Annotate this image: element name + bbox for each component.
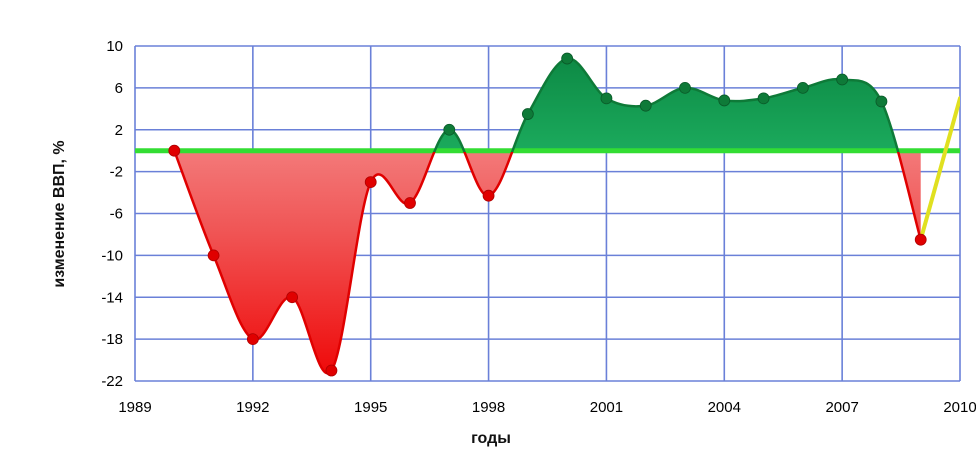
data-point — [679, 81, 691, 94]
growth-area — [174, 58, 921, 152]
data-point — [246, 333, 259, 346]
x-tick-label: 2001 — [590, 399, 623, 416]
x-tick-label: 1989 — [118, 399, 151, 416]
x-tick-label: 1992 — [236, 399, 269, 416]
x-tick-labels: 1989 1992 1995 1998 2001 2004 2007 2010 — [118, 399, 976, 416]
y-tick-label: -6 — [110, 206, 123, 223]
data-point — [600, 92, 613, 105]
data-point — [561, 52, 574, 65]
x-tick-label: 2007 — [825, 399, 858, 416]
y-tick-label: -2 — [110, 164, 123, 181]
data-point — [443, 123, 456, 136]
y-tick-label: 10 — [106, 38, 123, 55]
y-tick-label: 6 — [115, 80, 123, 97]
data-point — [482, 189, 495, 202]
y-tick-label: -10 — [101, 247, 123, 264]
y-axis-title: изменение ВВП, % — [51, 140, 68, 287]
data-point — [639, 99, 652, 112]
data-point — [286, 291, 299, 304]
data-point — [836, 73, 849, 86]
data-point — [364, 176, 377, 188]
area-fills — [174, 58, 921, 374]
projection-line — [918, 96, 960, 242]
data-point — [207, 249, 220, 262]
data-point — [718, 94, 731, 107]
series-line-positive — [173, 57, 900, 152]
data-point — [757, 92, 770, 105]
y-tick-label: -14 — [101, 289, 123, 306]
data-point — [875, 95, 888, 108]
data-point — [168, 144, 181, 157]
data-point — [796, 81, 809, 94]
data-point — [325, 364, 338, 377]
data-point — [521, 108, 534, 120]
x-axis-title: годы — [471, 430, 511, 447]
x-tick-label: 1998 — [472, 399, 505, 416]
y-tick-label: -22 — [101, 373, 123, 390]
x-tick-label: 2004 — [708, 399, 741, 416]
x-tick-label: 2010 — [943, 399, 976, 416]
decline-area — [174, 152, 921, 374]
data-point — [914, 233, 927, 246]
x-tick-label: 1995 — [354, 399, 387, 416]
data-point — [404, 197, 416, 209]
y-tick-label: 2 — [115, 122, 123, 139]
y-tick-label: -18 — [101, 331, 123, 348]
data-points — [168, 52, 927, 377]
y-tick-labels: 10 6 2 -2 -6 -10 -14 -18 -22 — [101, 38, 123, 390]
